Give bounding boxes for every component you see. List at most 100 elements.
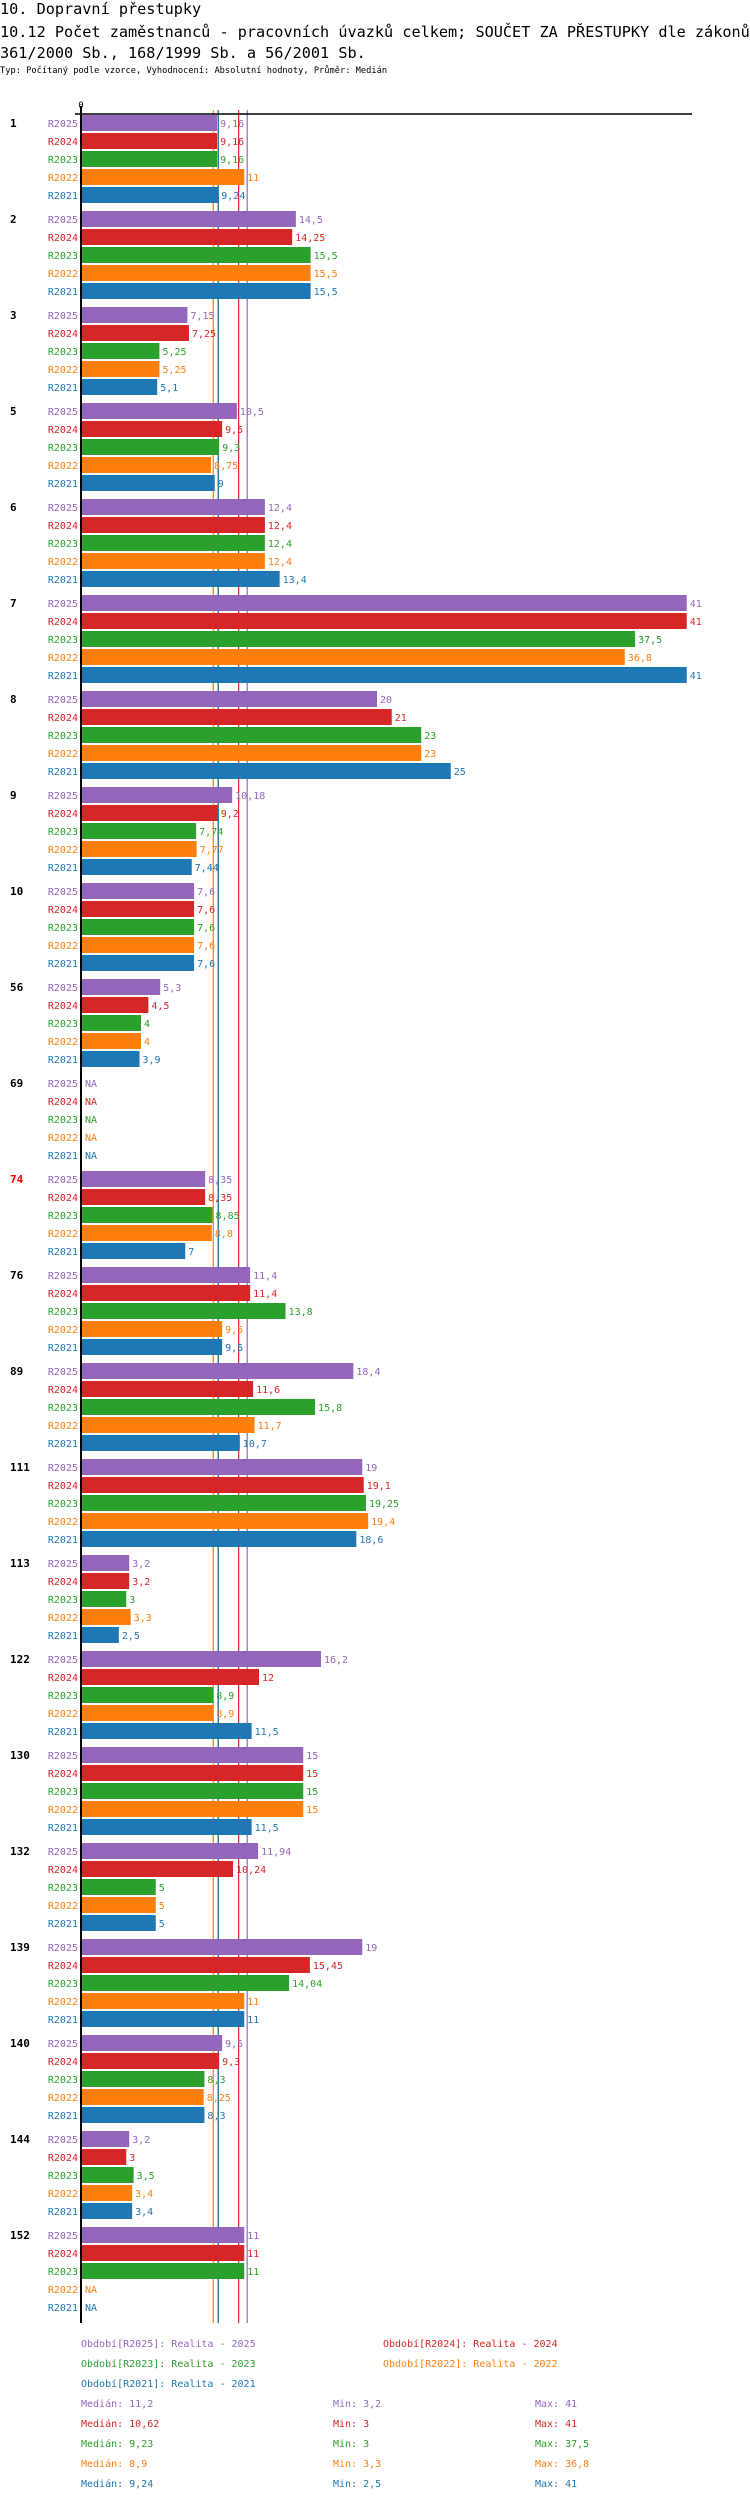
bar-r2022 — [82, 169, 245, 185]
bar-r2023 — [82, 631, 636, 647]
series-label: R2023 — [48, 1979, 78, 1990]
value-label: 41 — [690, 671, 702, 682]
series-label: R2022 — [48, 1709, 78, 1720]
bar-r2023 — [82, 439, 220, 455]
series-label: R2021 — [48, 1535, 78, 1546]
series-label: R2021 — [48, 1439, 78, 1450]
bar-r2022 — [82, 649, 625, 665]
bar-r2023 — [82, 727, 422, 743]
value-label: 7,6 — [197, 887, 215, 898]
series-label: R2024 — [48, 1289, 78, 1300]
value-label: 5,1 — [160, 383, 178, 394]
bar-r2021 — [82, 2011, 245, 2027]
value-label-na: NA — [85, 1133, 97, 1144]
value-label-na: NA — [85, 1079, 97, 1090]
value-label: 16,2 — [324, 1655, 348, 1666]
value-label: 41 — [690, 617, 702, 628]
stat-max: Max: 41 — [535, 2479, 578, 2490]
series-label: R2023 — [48, 443, 78, 454]
stat-max: Max: 41 — [535, 2399, 578, 2410]
value-label: 5,25 — [162, 365, 186, 376]
bar-r2025 — [82, 307, 188, 323]
value-label-na: NA — [85, 1097, 97, 1108]
series-label: R2022 — [48, 2093, 78, 2104]
value-label: 9,5 — [225, 1343, 243, 1354]
bar-r2025 — [82, 979, 161, 995]
category-label: 8 — [10, 693, 17, 706]
series-label: R2024 — [48, 809, 78, 820]
bar-r2021 — [82, 859, 192, 875]
series-label: R2023 — [48, 1115, 78, 1126]
value-label: 15,5 — [314, 269, 338, 280]
bar-r2025 — [82, 1363, 354, 1379]
value-label: 11 — [247, 2249, 259, 2260]
bar-r2024 — [82, 1861, 234, 1877]
value-label: 23 — [424, 731, 436, 742]
series-label: R2023 — [48, 251, 78, 262]
series-label: R2025 — [48, 1271, 78, 1282]
value-label: 19 — [365, 1943, 377, 1954]
series-label: R2025 — [48, 1847, 78, 1858]
series-label: R2022 — [48, 1325, 78, 1336]
value-label: 15,45 — [313, 1961, 343, 1972]
series-label: R2024 — [48, 1097, 78, 1108]
bar-r2022 — [82, 1993, 245, 2009]
value-label: 9,16 — [220, 119, 244, 130]
value-label: 11 — [247, 2231, 259, 2242]
value-label: 18,4 — [356, 1367, 380, 1378]
series-label: R2024 — [48, 2057, 78, 2068]
bar-r2021 — [82, 1339, 223, 1355]
value-label: 14,25 — [295, 233, 325, 244]
value-label: 12,4 — [268, 503, 292, 514]
stat-median: Medián: 9,23 — [81, 2439, 154, 2450]
bar-r2022 — [82, 2089, 204, 2105]
value-label: 5 — [159, 1883, 165, 1894]
series-label: R2025 — [48, 1655, 78, 1666]
value-label: 9,5 — [225, 2039, 243, 2050]
chart-title: 10.12 Počet zaměstnanců - pracovních úva… — [0, 23, 750, 62]
category-label: 76 — [10, 1269, 24, 1282]
category-label: 9 — [10, 789, 17, 802]
stat-median: Medián: 11,2 — [81, 2399, 154, 2410]
value-label: 11,4 — [253, 1289, 277, 1300]
value-label: 10,7 — [243, 1439, 267, 1450]
bar-r2021 — [82, 1915, 156, 1931]
value-label: 19,4 — [371, 1517, 395, 1528]
bar-r2022 — [82, 937, 195, 953]
series-label: R2024 — [48, 1769, 78, 1780]
bar-r2023 — [82, 1207, 213, 1223]
bar-r2025 — [82, 2035, 223, 2051]
value-label: 11,4 — [253, 1271, 277, 1282]
bar-r2025 — [82, 1651, 321, 1667]
value-label: 37,5 — [638, 635, 662, 646]
bar-r2025 — [82, 883, 195, 899]
bar-r2022 — [82, 1033, 141, 1049]
series-label: R2022 — [48, 1517, 78, 1528]
series-label: R2025 — [48, 119, 78, 130]
series-label: R2021 — [48, 575, 78, 586]
series-label: R2024 — [48, 617, 78, 628]
series-label: R2025 — [48, 791, 78, 802]
series-label: R2025 — [48, 1559, 78, 1570]
value-label: 5 — [159, 1919, 165, 1930]
bar-r2025 — [82, 2131, 130, 2147]
bar-r2022 — [82, 361, 160, 377]
series-label: R2024 — [48, 2249, 78, 2260]
series-label: R2021 — [48, 287, 78, 298]
series-label: R2024 — [48, 713, 78, 724]
value-label: 7,15 — [190, 311, 214, 322]
series-label: R2025 — [48, 1751, 78, 1762]
series-label: R2024 — [48, 137, 78, 148]
series-label: R2024 — [48, 1193, 78, 1204]
series-label: R2023 — [48, 1307, 78, 1318]
stat-min: Min: 3 — [333, 2419, 370, 2430]
series-label: R2023 — [48, 1403, 78, 1414]
bar-r2023 — [82, 919, 195, 935]
series-label: R2024 — [48, 1385, 78, 1396]
bar-r2025 — [82, 1555, 130, 1571]
bar-r2024 — [82, 805, 218, 821]
series-label: R2023 — [48, 2171, 78, 2182]
value-label: 7,6 — [197, 923, 215, 934]
bar-r2025 — [82, 2227, 245, 2243]
series-label: R2023 — [48, 923, 78, 934]
